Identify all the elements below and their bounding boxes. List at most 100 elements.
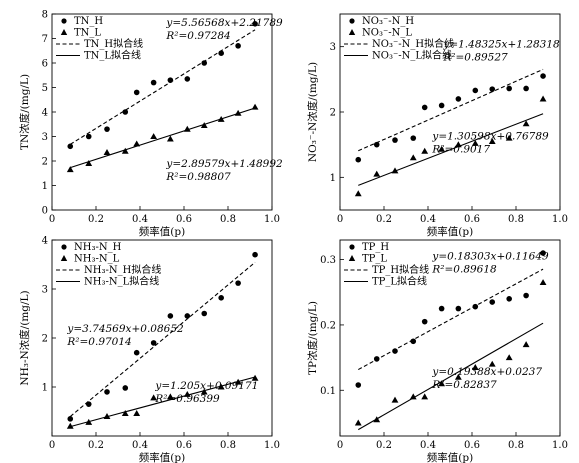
data-point-high <box>392 137 398 143</box>
data-point-high <box>150 79 157 86</box>
x-tick-label: 0.6 <box>176 440 192 451</box>
data-point-high <box>540 250 546 256</box>
legend-marker-circle <box>61 18 67 24</box>
x-tick-label: 0.8 <box>220 440 236 451</box>
legend-label: NO₃⁻-N_L拟合线 <box>372 49 452 62</box>
data-point-low <box>522 120 530 127</box>
data-point-high <box>373 356 380 362</box>
data-point-low <box>103 413 111 419</box>
legend-label: TN_H拟合线 <box>84 37 143 50</box>
data-point-low <box>409 393 417 400</box>
data-point-low <box>150 133 158 140</box>
fit-line-high <box>69 29 256 145</box>
data-point-high <box>252 21 258 27</box>
fit-r2-low: R²=0.98807 <box>165 171 231 183</box>
y-tick-label: 1 <box>42 181 48 192</box>
y-axis-label: TN浓度/(mg/L) <box>18 74 31 150</box>
data-point-low <box>85 160 93 166</box>
data-point-low <box>373 416 381 423</box>
data-point-high <box>355 382 362 388</box>
fit-r2-high: R²=0.97284 <box>165 30 230 42</box>
fit-r2-high: R²=0.89618 <box>431 264 497 276</box>
x-tick-label: 0 <box>337 214 343 225</box>
legend-marker-circle <box>61 244 67 250</box>
data-point-high <box>410 338 417 345</box>
data-point-high <box>523 292 529 299</box>
data-point-high <box>167 313 174 319</box>
data-point-high <box>150 340 157 346</box>
fit-equation-high: y=3.74569x+0.08652 <box>66 323 184 335</box>
x-tick-label: 0.6 <box>464 214 480 225</box>
data-point-high <box>252 251 258 258</box>
x-tick-label: 0.6 <box>176 214 192 225</box>
y-tick-label: 0.1 <box>320 386 336 397</box>
legend-marker-triangle <box>60 29 68 35</box>
data-point-high <box>67 143 74 150</box>
legend-marker-circle <box>349 244 355 250</box>
y-tick-label: 6 <box>42 59 48 70</box>
data-point-low <box>217 115 225 122</box>
x-tick-label: 0 <box>49 214 55 225</box>
legend-label: NH₃-N_H <box>74 242 122 253</box>
x-tick-label: 0 <box>49 440 55 451</box>
y-tick-label: 2 <box>42 157 48 168</box>
fit-line-low <box>357 322 544 431</box>
legend-marker-triangle <box>348 255 356 261</box>
data-point-high <box>184 76 191 82</box>
data-point-low <box>200 122 208 129</box>
fit-line-low <box>358 113 544 186</box>
data-point-high <box>218 50 224 56</box>
y-axis-label: NO₃⁻-N浓度/(mg/L) <box>306 62 319 162</box>
y-tick-label: 2 <box>330 108 336 119</box>
chart-panel-4: 0 0.2 0.4 0.6 0.8 1.0 0.1 0.2 0.3 频率值(p) TP浓度/(mg/… <box>306 239 568 463</box>
data-point-low <box>150 394 158 401</box>
x-tick-label: 0.2 <box>88 440 104 451</box>
x-axis-label: 频率值(p) <box>139 225 185 238</box>
data-point-low <box>66 166 74 173</box>
x-tick-label: 0.2 <box>376 214 392 225</box>
x-axis-label: 频率值(p) <box>427 451 473 463</box>
y-tick-label: 4 <box>42 236 48 247</box>
x-tick-label: 0.4 <box>132 440 148 451</box>
data-point-low <box>103 149 111 155</box>
legend-label: NH₃-N_L拟合线 <box>84 275 159 288</box>
fit-equation-high: y=0.18303x+0.11649 <box>431 251 549 263</box>
x-tick-label: 1.0 <box>552 214 568 225</box>
data-point-low <box>166 135 174 142</box>
legend-label: TN_H <box>74 16 103 27</box>
x-tick-label: 0 <box>337 440 343 451</box>
data-point-high <box>67 416 74 422</box>
data-point-high <box>506 296 512 302</box>
fit-r2-low: R²=0.82837 <box>431 379 497 391</box>
data-point-low <box>505 354 513 361</box>
x-tick-label: 0.8 <box>508 440 524 451</box>
data-point-high <box>373 141 380 148</box>
fit-r2-high: R²=0.97014 <box>66 336 131 348</box>
data-point-high <box>472 303 479 310</box>
x-tick-label: 0.4 <box>132 214 148 225</box>
data-point-low <box>471 139 479 146</box>
legend-label: NH₃-N_H拟合线 <box>84 263 161 276</box>
chart-panel-2: 0 0.2 0.4 0.6 0.8 1.0 1 2 3 频率值(p) NO₃⁻-N浓度/(mg/L)… <box>306 13 568 238</box>
y-tick-label: 0.2 <box>320 320 336 331</box>
legend-label: NO₃⁻-N_H拟合线 <box>372 37 454 50</box>
y-tick-label: 2 <box>42 334 48 345</box>
data-point-high <box>523 85 529 92</box>
data-point-low <box>488 138 496 144</box>
y-axis-label: TP浓度/(mg/L) <box>306 301 319 375</box>
data-point-low <box>539 95 547 102</box>
data-point-high <box>392 348 398 354</box>
data-point-low <box>354 419 362 426</box>
legend-label: TN_L <box>74 28 101 39</box>
data-point-high <box>218 295 224 301</box>
fit-equation-low: y=1.205x+0.09171 <box>154 380 258 392</box>
legend-marker-circle <box>349 18 355 24</box>
fit-line-high <box>358 68 544 152</box>
y-tick-label: 7 <box>42 34 48 45</box>
y-tick-label: 3 <box>42 285 48 296</box>
fit-r2-high: R²=0.89527 <box>442 51 508 63</box>
data-point-high <box>438 305 445 312</box>
y-tick-label: 3 <box>330 42 336 53</box>
chart-panel-1: 0 0.2 0.4 0.6 0.8 1.0 0 1 2 3 4 5 6 7 8 频率值(p) TN浓度/(mg/… <box>18 10 283 239</box>
